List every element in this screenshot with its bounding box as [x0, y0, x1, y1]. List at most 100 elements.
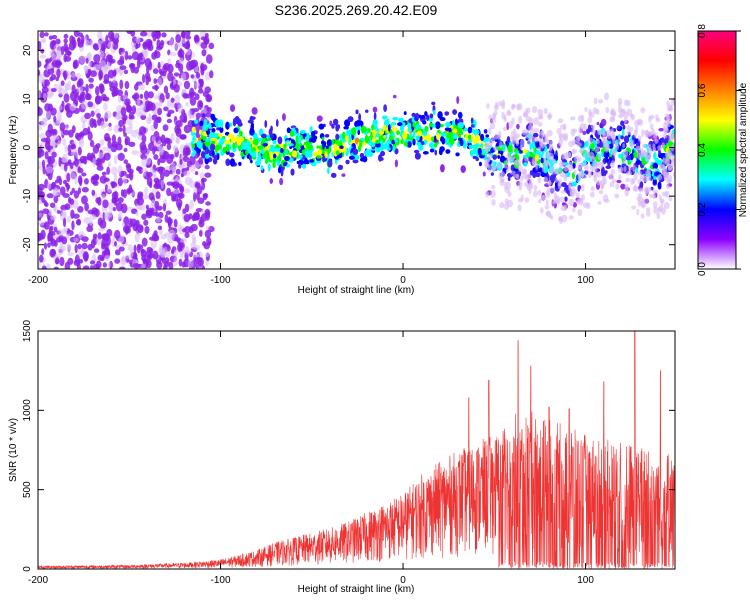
spectrogram-point [156, 107, 163, 116]
spectrogram-point [506, 111, 512, 116]
spectrogram-point [626, 108, 633, 116]
spectrogram-point [309, 126, 313, 134]
spectrogram-point [637, 118, 642, 126]
spectrogram-point [575, 192, 581, 198]
spectrogram-point [43, 117, 50, 122]
spectrogram-point [44, 32, 49, 37]
spectrogram-point [47, 63, 53, 70]
spectrogram-point [561, 153, 566, 160]
spectrogram-point [116, 111, 120, 117]
spectrogram-point [204, 229, 212, 239]
spectrogram-point [587, 153, 591, 159]
spectrogram-point [53, 195, 59, 204]
spectrogram-point [526, 152, 531, 157]
spectrogram-point [383, 104, 388, 112]
spectrogram-point [210, 113, 216, 121]
spectrogram-point [163, 62, 171, 71]
spectrogram-point [515, 139, 520, 146]
spectrogram-point [321, 136, 325, 141]
spectrogram-point [316, 145, 320, 149]
spectrogram-point [586, 148, 591, 154]
spectrogram-point [470, 124, 475, 128]
spectrogram-point [331, 123, 335, 129]
spectrogram-point [558, 217, 564, 224]
spectrogram-point [204, 154, 210, 159]
spectrogram-point [38, 212, 42, 218]
snr-x-tick-label: -200 [28, 575, 48, 586]
spectrogram-point [49, 202, 56, 208]
spectrogram-point [595, 138, 600, 145]
spectrogram-point [51, 128, 58, 136]
spectrogram-point [128, 141, 136, 147]
spectrogram-point [524, 157, 529, 162]
spectrogram-point [605, 165, 612, 169]
spectrogram-point [642, 149, 647, 157]
spectrogram-point [431, 101, 436, 106]
spectrogram-point [493, 146, 498, 152]
spectrogram-point [300, 129, 306, 135]
spectrogram-point [122, 175, 128, 185]
spectrogram-point [58, 105, 63, 111]
spectrogram-point [237, 141, 242, 146]
spectrogram-point [206, 96, 212, 102]
spectrogram-point [629, 127, 634, 132]
spectrogram-point [126, 31, 133, 35]
spectrogram-point [624, 183, 629, 192]
spectrogram-point [435, 121, 441, 129]
spectrogram-point [61, 209, 67, 218]
spectrogram-point [532, 190, 538, 198]
spectrogram-point [267, 163, 271, 172]
spectrogram-point [440, 132, 447, 137]
spectrogram-point [185, 31, 191, 37]
spectrogram-point [126, 164, 132, 173]
spectrogram-point [78, 32, 83, 38]
spectrogram-point [38, 183, 46, 191]
spectrogram-point [163, 85, 169, 94]
spectrogram-point [96, 260, 102, 269]
spectrogram-point [133, 66, 140, 74]
spectrogram-point [119, 79, 124, 90]
spectrogram-point [132, 222, 139, 232]
spectrogram-point [431, 136, 435, 142]
spectrogram-point [639, 181, 644, 189]
spectrogram-point [51, 53, 57, 60]
spectrogram-point [549, 186, 555, 194]
spectrogram-point [205, 111, 212, 118]
spectrogram-point [99, 175, 107, 184]
spectrogram-point [126, 105, 133, 113]
spectrogram-point [59, 186, 66, 196]
spectrogram-point [172, 181, 180, 190]
spectrogram-point [208, 42, 215, 50]
spectrogram-point [653, 175, 657, 181]
spectrogram-point [172, 167, 176, 177]
spectrogram-point [494, 132, 499, 140]
spectrogram-point [290, 125, 297, 129]
spectrogram-point [400, 139, 404, 144]
spectrogram-point [652, 143, 656, 149]
spectrogram-point [508, 120, 514, 129]
spectrogram-point [486, 141, 492, 150]
spectrogram-point [63, 33, 69, 39]
spectrogram-point [652, 201, 658, 209]
spectrogram-point [629, 142, 634, 148]
spectrogram-point [507, 191, 512, 197]
spectrogram-point [162, 203, 167, 212]
spectrogram-point [187, 258, 194, 269]
spectrogram-point [51, 182, 55, 190]
spectrogram-point [43, 242, 48, 250]
spectrogram-point [63, 71, 67, 81]
spectrogram-point [49, 92, 55, 97]
spectrogram-point [177, 50, 183, 58]
spectrogram-point [276, 119, 279, 127]
spectrogram-point [96, 112, 101, 119]
spectrogram-point [589, 163, 594, 171]
spectrogram-point [189, 155, 196, 166]
spectrogram-point [591, 128, 596, 135]
spectrogram-point [516, 123, 520, 130]
spectrogram-point [67, 159, 72, 164]
spectrogram-point [52, 134, 59, 141]
spectrogram-point [190, 223, 198, 232]
spectrogram-point [372, 129, 377, 137]
spectrogram-point [647, 143, 652, 151]
spectrogram-point [44, 79, 50, 87]
